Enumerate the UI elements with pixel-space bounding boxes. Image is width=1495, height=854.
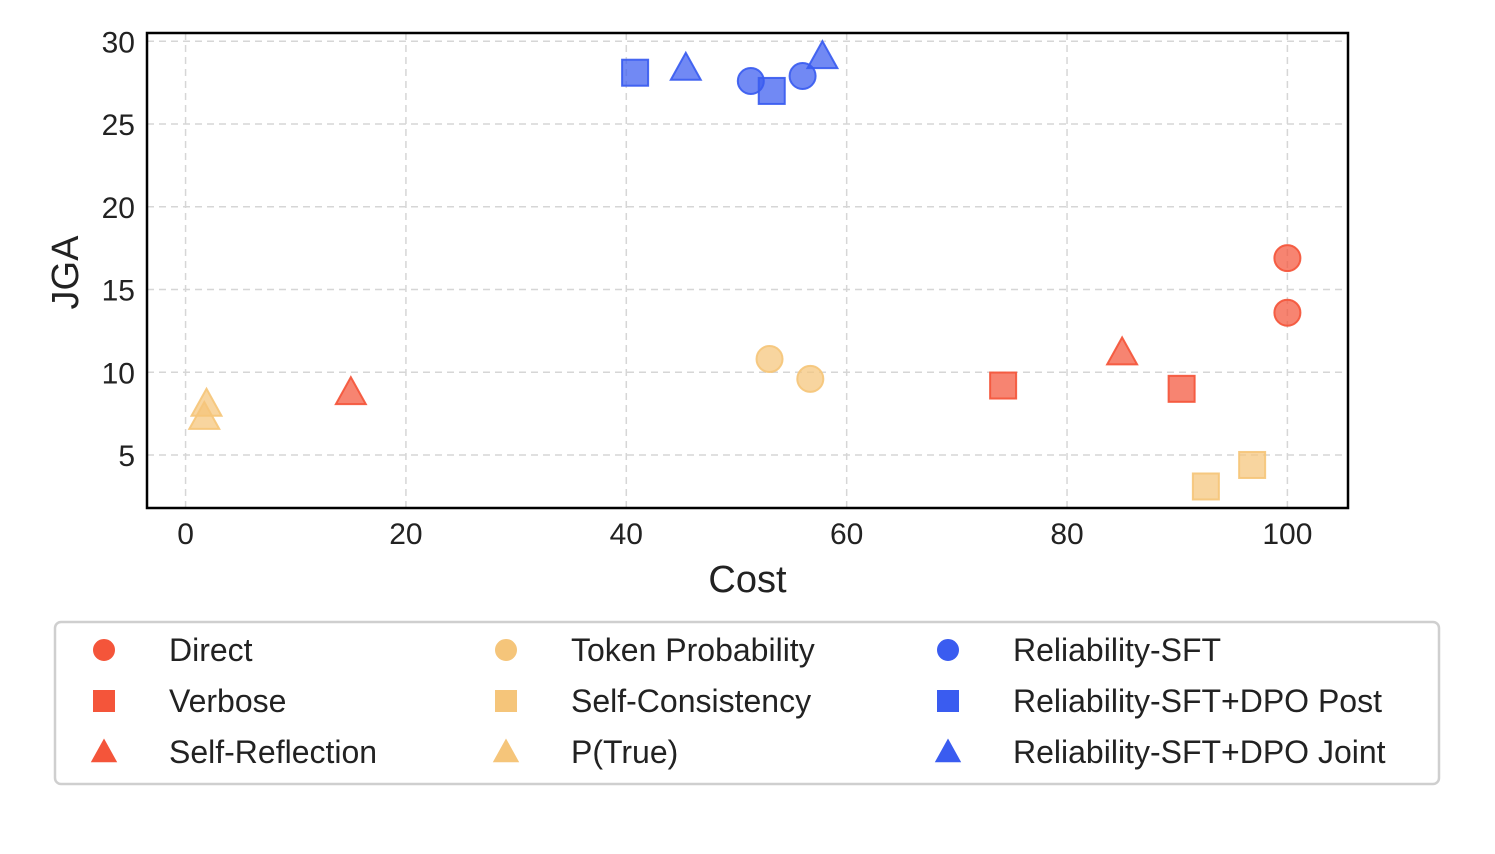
data-point-circle	[1273, 244, 1302, 273]
data-point-square	[621, 58, 650, 87]
x-tick-label: 80	[1050, 518, 1083, 551]
data-point-square	[1191, 472, 1220, 501]
y-tick-label: 20	[102, 192, 135, 225]
x-tick-label: 100	[1262, 518, 1312, 551]
data-point-square	[1238, 450, 1267, 479]
legend-item-direct: Direct	[93, 632, 253, 668]
legend-item-reliability-sft-dpo-joint: Reliability-SFT+DPO Joint	[934, 734, 1386, 770]
legend-marker-triangle	[934, 738, 962, 763]
data-point-triangle	[669, 50, 703, 81]
legend-box	[53, 620, 1441, 786]
data-point-circle	[1273, 298, 1302, 327]
legend-item-token-probability: Token Probability	[495, 632, 815, 668]
legend-marker-square	[93, 690, 115, 712]
legend-marker-circle	[937, 639, 959, 661]
data-point-triangle	[334, 375, 368, 406]
legend-label: Direct	[169, 632, 253, 668]
x-tick-label: 20	[389, 518, 422, 551]
legend-label: Reliability-SFT+DPO Joint	[1013, 734, 1386, 770]
x-tick-label: 40	[610, 518, 643, 551]
legend-marker-triangle	[90, 738, 118, 763]
legend-item-reliability-sft-dpo-post: Reliability-SFT+DPO Post	[937, 683, 1382, 719]
legend-label: Token Probability	[571, 632, 815, 668]
legend-label: Reliability-SFT+DPO Post	[1013, 683, 1382, 719]
series-reliability-sft-dpo-post	[621, 58, 786, 105]
plot-frame	[145, 31, 1350, 510]
legend-marker-square	[495, 690, 517, 712]
legend-marker-triangle	[492, 738, 520, 763]
legend-label: Self-Reflection	[169, 734, 377, 770]
y-axis-label: JGA	[45, 235, 87, 310]
legend-item-verbose: Verbose	[93, 683, 286, 719]
x-tick-label: 60	[830, 518, 863, 551]
legend-label: Reliability-SFT	[1013, 632, 1221, 668]
series-token-probability	[755, 345, 825, 393]
y-tick-label: 30	[102, 26, 135, 59]
legend-marker-circle	[495, 639, 517, 661]
data-point-square	[757, 76, 786, 105]
y-tick-label: 10	[102, 357, 135, 390]
data-point-circle	[755, 345, 784, 374]
legend: Direct Verbose Self-Reflection Token Probab…	[53, 620, 1441, 786]
data-point-triangle	[1105, 335, 1139, 366]
y-tick-label: 15	[102, 275, 135, 308]
x-axis-label: Cost	[708, 559, 787, 601]
series-self-reflection	[334, 335, 1139, 406]
series-reliability-sft-dpo-joint	[669, 39, 840, 81]
data-point-circle	[796, 364, 825, 393]
grid	[147, 33, 1348, 508]
y-tick-label: 5	[118, 440, 135, 473]
data-points	[187, 39, 1302, 501]
x-tick-label: 0	[177, 518, 194, 551]
legend-label: Verbose	[169, 683, 286, 719]
series-direct	[1273, 244, 1302, 327]
series-verbose	[989, 371, 1196, 403]
series-self-consistency	[1191, 450, 1267, 501]
data-point-square	[1167, 374, 1196, 403]
legend-label: P(True)	[571, 734, 678, 770]
legend-item-self-consistency: Self-Consistency	[495, 683, 811, 719]
tick-labels: 0 20 40 60 80 100 5 10 15 20 25 30	[102, 26, 1313, 551]
series-p-true	[187, 386, 224, 430]
legend-label: Self-Consistency	[571, 683, 811, 719]
legend-item-p-true: P(True)	[492, 734, 678, 770]
y-tick-label: 25	[102, 109, 135, 142]
data-point-triangle	[805, 39, 840, 70]
legend-item-reliability-sft: Reliability-SFT	[937, 632, 1221, 668]
data-point-circle	[788, 62, 817, 91]
legend-item-self-reflection: Self-Reflection	[90, 734, 377, 770]
data-point-triangle	[189, 386, 224, 417]
legend-marker-square	[937, 690, 959, 712]
legend-marker-circle	[93, 639, 115, 661]
data-point-square	[989, 371, 1018, 400]
